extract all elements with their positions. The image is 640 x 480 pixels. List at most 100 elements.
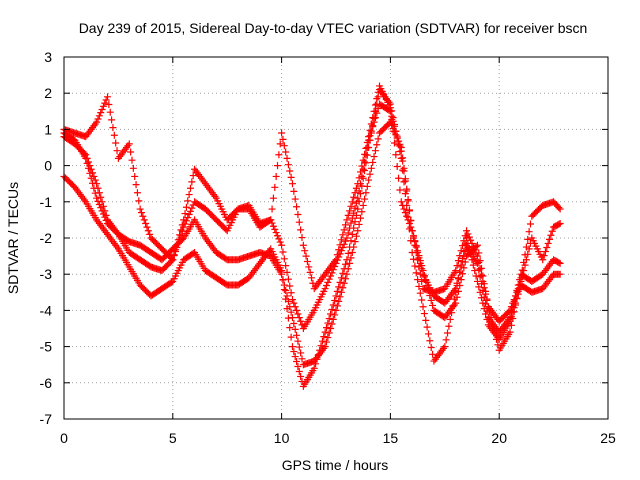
data-point — [320, 333, 328, 341]
data-point — [540, 252, 548, 260]
data-point — [275, 235, 283, 243]
data-point — [272, 229, 280, 237]
data-point — [324, 278, 332, 286]
data-point — [295, 218, 303, 226]
data-point — [399, 201, 407, 209]
data-point — [475, 258, 483, 266]
data-point — [90, 184, 98, 192]
data-point — [347, 237, 355, 245]
data-point — [412, 248, 420, 256]
data-point — [286, 282, 294, 290]
data-point — [293, 203, 301, 211]
data-point — [441, 343, 449, 351]
x-tick-label: 25 — [600, 430, 616, 446]
data-point — [83, 159, 91, 167]
data-point — [346, 243, 354, 251]
data-point — [346, 207, 354, 215]
data-point — [84, 158, 92, 166]
y-axis-label: SDTVAR / TECUs — [5, 182, 21, 294]
data-point — [295, 314, 303, 322]
data-point — [370, 107, 378, 115]
data-point — [521, 251, 529, 259]
data-point — [140, 216, 148, 224]
data-point — [354, 180, 362, 188]
data-point — [301, 247, 309, 255]
data-point — [365, 133, 373, 141]
data-point — [305, 263, 313, 271]
data-point — [468, 256, 476, 264]
data-point — [180, 216, 188, 224]
data-point — [170, 251, 178, 259]
data-point — [131, 172, 139, 180]
data-point — [547, 231, 555, 239]
data-point — [472, 249, 480, 257]
data-point — [94, 115, 102, 123]
data-point — [271, 183, 279, 191]
data-point — [188, 178, 196, 186]
series-1 — [60, 118, 564, 369]
data-point — [350, 224, 358, 232]
data-point — [290, 348, 298, 356]
y-tick-label: 2 — [44, 85, 52, 101]
data-point — [348, 248, 356, 256]
data-point — [278, 129, 286, 137]
data-point — [343, 270, 351, 278]
y-tick-label: -4 — [40, 302, 53, 318]
data-point — [355, 174, 363, 182]
data-point — [108, 116, 116, 124]
data-point — [418, 277, 426, 285]
data-point — [287, 289, 295, 297]
data-point — [487, 314, 495, 322]
y-tick-label: -3 — [40, 266, 53, 282]
data-point — [410, 234, 418, 242]
data-point — [136, 205, 144, 213]
data-point — [339, 284, 347, 292]
data-point — [373, 141, 381, 149]
data-point — [284, 314, 292, 322]
data-point — [467, 250, 475, 258]
data-point — [316, 346, 324, 354]
data-point — [109, 124, 117, 132]
data-point — [479, 299, 487, 307]
data-point — [178, 221, 186, 229]
data-point — [132, 181, 140, 189]
data-point — [524, 235, 532, 243]
data-point — [354, 194, 362, 202]
data-point — [414, 256, 422, 264]
data-point — [415, 282, 423, 290]
data-point — [336, 241, 344, 249]
data-point — [142, 220, 150, 228]
data-point — [290, 187, 298, 195]
data-point — [526, 220, 534, 228]
data-point — [517, 274, 525, 282]
data-point — [352, 232, 360, 240]
data-point — [322, 282, 330, 290]
data-point — [446, 315, 454, 323]
data-point — [479, 277, 487, 285]
data-point — [278, 267, 286, 275]
data-point — [516, 281, 524, 289]
data-point — [429, 301, 437, 309]
data-point — [282, 148, 290, 156]
data-point — [284, 161, 292, 169]
data-point — [445, 322, 453, 330]
data-point — [442, 336, 450, 344]
data-point — [98, 105, 106, 113]
data-point — [293, 331, 301, 339]
data-point — [351, 218, 359, 226]
data-point — [325, 329, 333, 337]
data-point — [506, 328, 514, 336]
data-point — [507, 321, 515, 329]
data-point — [182, 203, 190, 211]
data-point — [401, 177, 409, 185]
data-point — [322, 324, 330, 332]
data-point — [325, 275, 333, 283]
data-point — [388, 107, 396, 115]
data-point — [181, 210, 189, 218]
x-axis-label: GPS time / hours — [282, 457, 389, 473]
data-point — [336, 278, 344, 286]
data-point — [388, 115, 396, 123]
data-point — [185, 210, 193, 218]
y-tick-label: 3 — [44, 49, 52, 65]
data-point — [340, 226, 348, 234]
